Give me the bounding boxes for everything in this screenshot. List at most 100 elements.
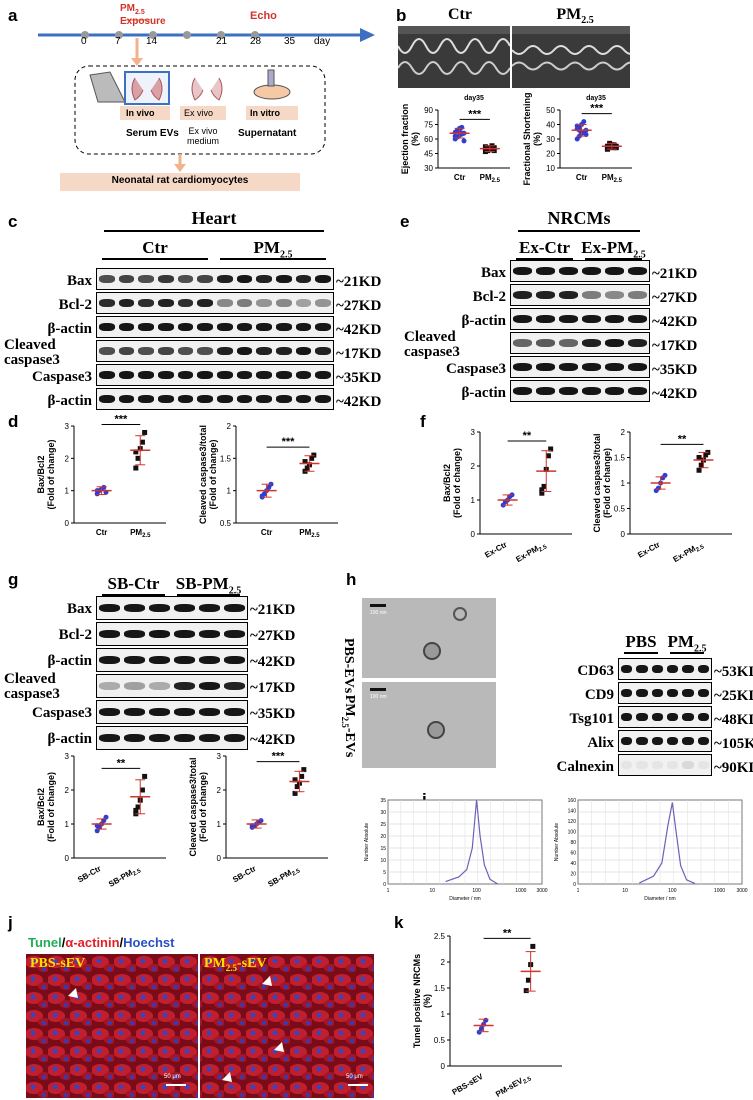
- blot-row-label: Caspase3: [31, 369, 92, 385]
- blot-band: [99, 734, 120, 742]
- x-tick-label: SB-PM2.5: [107, 864, 143, 890]
- blot-row-label: Caspase3: [445, 361, 506, 377]
- echo-pm-title: PM2.5: [556, 6, 594, 27]
- blot-row-label: Bax: [480, 265, 506, 281]
- x-tick-label: Ex-PM2.5: [672, 540, 706, 566]
- exposure-label: PM2.5 Exposure: [120, 3, 166, 27]
- data-point: [478, 1026, 484, 1032]
- data-point: [304, 465, 310, 471]
- blot-band: [174, 630, 195, 638]
- if-pbs-image: [26, 954, 198, 1098]
- y-label-line2: (Fold of change): [452, 448, 462, 518]
- blot-band: [628, 315, 647, 323]
- group-rule-pm: [670, 652, 704, 654]
- y-tick-label: 0: [441, 1062, 446, 1071]
- tick-7: 7: [115, 36, 121, 47]
- blot-band: [559, 339, 578, 347]
- x-axis-label: Diameter / nm: [644, 896, 675, 902]
- if-legend: Tunel/α-actinin/Hoechst: [28, 935, 175, 950]
- significance-stars: ***: [468, 108, 482, 120]
- blot-row-label: Calnexin: [556, 759, 614, 775]
- blot-band: [138, 347, 154, 355]
- blot-band: [667, 737, 679, 745]
- y-tick-label: 20: [546, 150, 555, 159]
- blot-band: [605, 387, 624, 395]
- x-tick-label: 10: [430, 888, 436, 894]
- y-tick-label: 2.5: [434, 932, 446, 941]
- blot-band: [628, 291, 647, 299]
- group-rule-ctr: [102, 258, 208, 260]
- y-label-line2: (Fold of change): [46, 772, 56, 842]
- y-tick-label: 2: [471, 462, 476, 471]
- blot-band: [295, 323, 312, 331]
- blot-band: [256, 323, 272, 331]
- blot-band: [559, 363, 578, 371]
- data-point: [101, 484, 107, 490]
- blot-title-rule: [518, 230, 640, 232]
- data-point: [523, 988, 529, 994]
- blot-band: [217, 347, 233, 355]
- x-tick-label: PM2.5: [299, 528, 320, 539]
- invivo-label-bg: [120, 106, 170, 120]
- y-label-line1: Bax/Bcl2: [442, 464, 452, 502]
- panel-label-k: k: [394, 913, 404, 932]
- blot-band: [536, 363, 555, 371]
- x-label-main: Ex-PM: [514, 544, 540, 564]
- data-point: [698, 462, 704, 468]
- tick-14: 14: [146, 36, 158, 47]
- y-tick-label: 2: [441, 958, 446, 967]
- x-label-main: SB-PM: [266, 868, 293, 889]
- blot-band: [118, 275, 135, 283]
- blot-band: [174, 708, 195, 716]
- y-tick-label: 2: [217, 786, 222, 795]
- x-tick-label: 1000: [515, 888, 526, 894]
- blot-band: [197, 275, 213, 283]
- blot-band: [149, 656, 170, 664]
- blot-band: [224, 734, 245, 742]
- x-tick-label: PM2.5: [480, 173, 501, 184]
- blot-band: [621, 689, 633, 697]
- data-point: [142, 429, 148, 435]
- blot-band: [628, 339, 647, 347]
- significance-stars: ***: [272, 751, 286, 763]
- blot-band: [582, 387, 601, 395]
- x-tick-label: SB-PM2.5: [266, 864, 302, 890]
- group-label-ctr: SB-Ctr: [107, 574, 160, 593]
- y-tick-label: 2: [65, 454, 70, 463]
- blot-row: [96, 726, 248, 750]
- y-tick-label: 2: [227, 422, 232, 431]
- exvivo-label: Ex vivo: [184, 108, 214, 118]
- blot-band: [667, 665, 679, 673]
- size-distribution-line: [445, 799, 499, 885]
- x-label-sub: 2.5: [142, 533, 151, 539]
- blot-band: [197, 323, 213, 331]
- blot-kd-label: ~42KD: [250, 654, 296, 670]
- x-label-main: PM: [130, 528, 142, 537]
- group-rule-ctr: [624, 652, 658, 654]
- em-pbs-rot: PBS-EVs: [341, 638, 356, 694]
- x-label-sub: 2.5: [695, 544, 706, 554]
- arrowhead-4: [222, 1072, 232, 1082]
- blot-row-label: β-actin: [461, 385, 506, 401]
- blot-band: [199, 682, 220, 690]
- blot-row: [618, 754, 712, 776]
- group-rule-ctr: [516, 258, 573, 260]
- y-tick-label: 0.5: [614, 505, 626, 514]
- timeline-diagram: [38, 19, 375, 191]
- blot-kd-label: ~90KD: [714, 760, 753, 776]
- blot-band: [99, 630, 120, 638]
- data-point: [292, 790, 298, 796]
- panel-label-h: h: [346, 570, 357, 589]
- blot-row-label: β-actin: [47, 321, 92, 337]
- y-tick-label: 20: [380, 834, 386, 840]
- y-label-line1: Cleaved caspase3/total: [592, 433, 602, 532]
- significance-stars: **: [503, 927, 512, 939]
- blot-band: [536, 387, 555, 395]
- blot-band: [99, 395, 115, 403]
- group-rule-pm: [585, 258, 642, 260]
- blot-band: [224, 708, 245, 716]
- chart-sb-bax-bcl2: 0 1 2 3 Bax/Bcl2(Fold of change) SB-Ctr SB-PM2…: [36, 752, 166, 890]
- blot-band: [651, 737, 663, 745]
- y-tick-label: 45: [424, 150, 433, 159]
- blot-band: [276, 347, 292, 355]
